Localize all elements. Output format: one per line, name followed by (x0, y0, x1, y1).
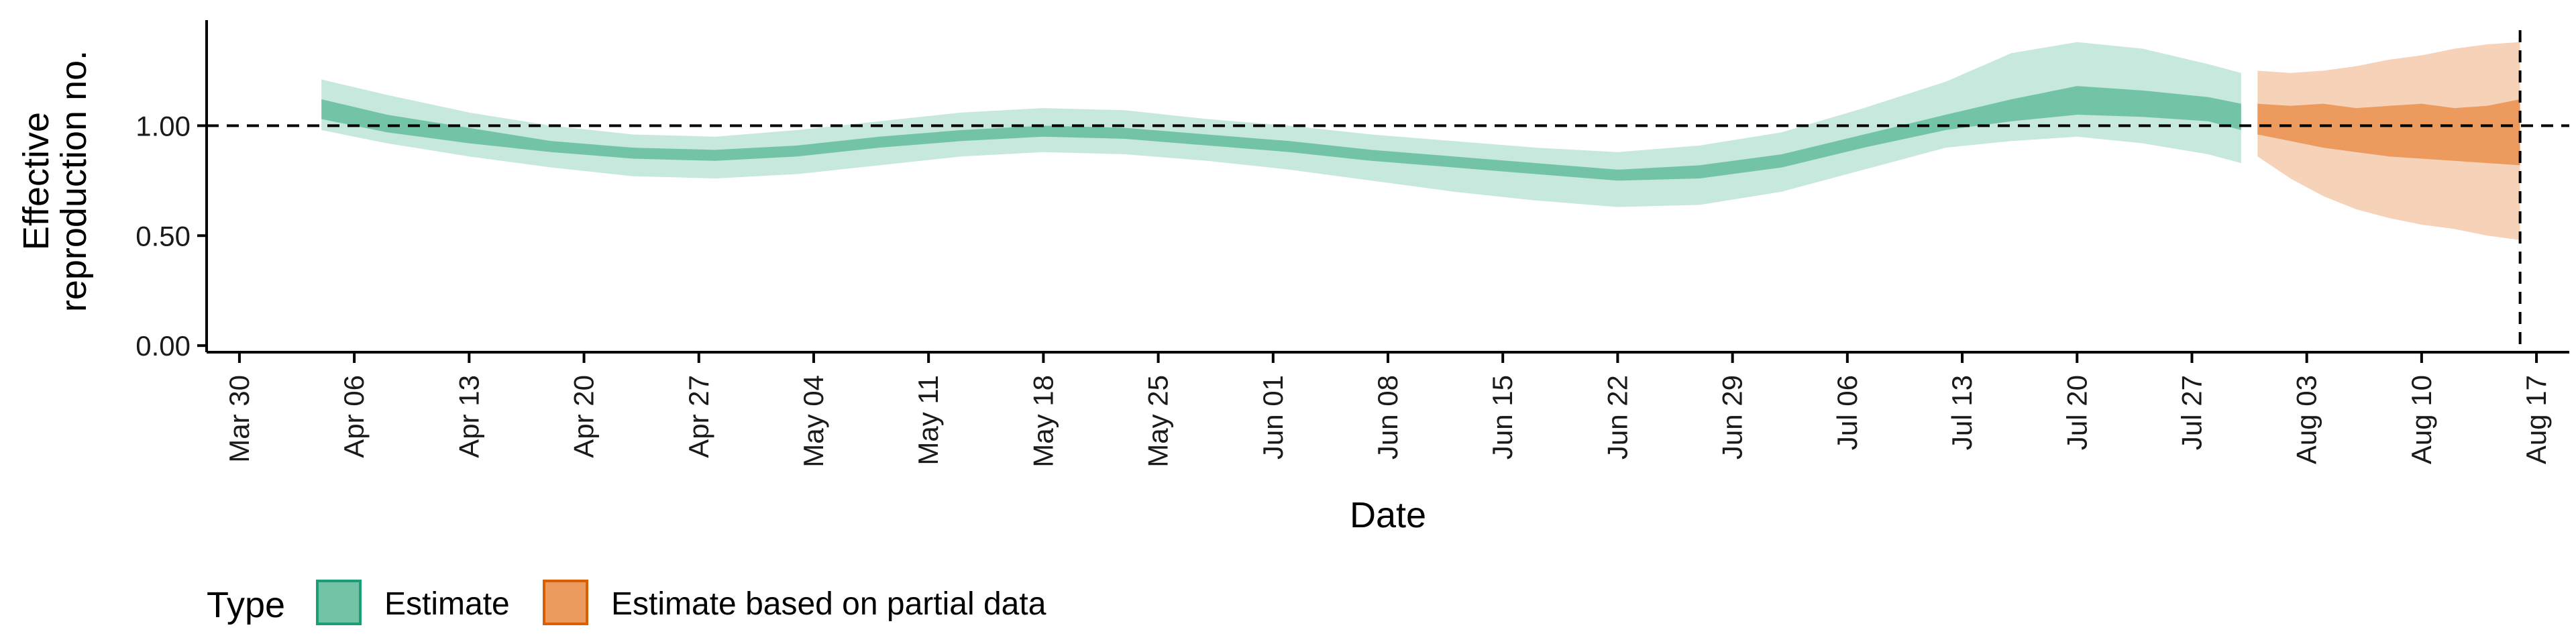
x-tick-label: Apr 13 (453, 375, 484, 458)
x-tick-label: Apr 27 (683, 375, 714, 458)
x-tick-label: Jul 27 (2176, 375, 2208, 450)
x-tick-label: Apr 20 (568, 375, 600, 458)
y-axis-title-line1: Effective (16, 112, 56, 250)
estimate-bands (321, 42, 2520, 240)
y-tick-label: 1.00 (136, 110, 191, 142)
y-axis-title-line2: reproduction no. (54, 50, 94, 312)
y-tick-label: 0.50 (136, 220, 191, 252)
x-tick-label: Mar 30 (223, 375, 255, 463)
x-tick-label: May 18 (1027, 375, 1059, 468)
x-tick-label: Jun 08 (1372, 375, 1403, 460)
x-tick-label: Jun 22 (1601, 375, 1633, 460)
x-tick-label: Jul 13 (1946, 375, 1978, 450)
y-tick-label: 0.00 (136, 330, 191, 362)
x-tick-label: Jul 20 (2061, 375, 2092, 450)
x-tick-label: May 11 (912, 375, 944, 466)
x-tick-label: Jun 01 (1257, 375, 1289, 460)
band-inner-partial (2257, 99, 2520, 166)
x-tick-label: Jun 29 (1717, 375, 1748, 460)
x-axis-ticks: Mar 30 Apr 06 Apr 13 Apr 20 Apr 27 May 04 May … (223, 352, 2552, 468)
x-tick-label: Aug 03 (2291, 375, 2322, 464)
x-tick-label: Jul 06 (1831, 375, 1863, 450)
x-tick-label: Apr 06 (338, 375, 370, 458)
legend-label-estimate: Estimate (384, 586, 510, 622)
x-axis-title: Date (1350, 495, 1426, 535)
legend: Type Estimate Estimate based on partial … (207, 580, 1046, 625)
legend-label-partial: Estimate based on partial data (611, 586, 1046, 622)
x-tick-label: Jun 15 (1487, 375, 1518, 460)
x-tick-label: May 25 (1142, 375, 1174, 468)
legend-title: Type (207, 585, 285, 625)
x-tick-label: May 04 (798, 375, 829, 468)
x-tick-label: Aug 17 (2520, 375, 2552, 464)
legend-swatch-estimate (316, 580, 362, 625)
band-inner-estimate (321, 86, 2241, 181)
legend-swatch-partial (543, 580, 588, 625)
x-tick-label: Aug 10 (2406, 375, 2437, 464)
y-axis-ticks: 0.00 0.50 1.00 (136, 110, 207, 362)
